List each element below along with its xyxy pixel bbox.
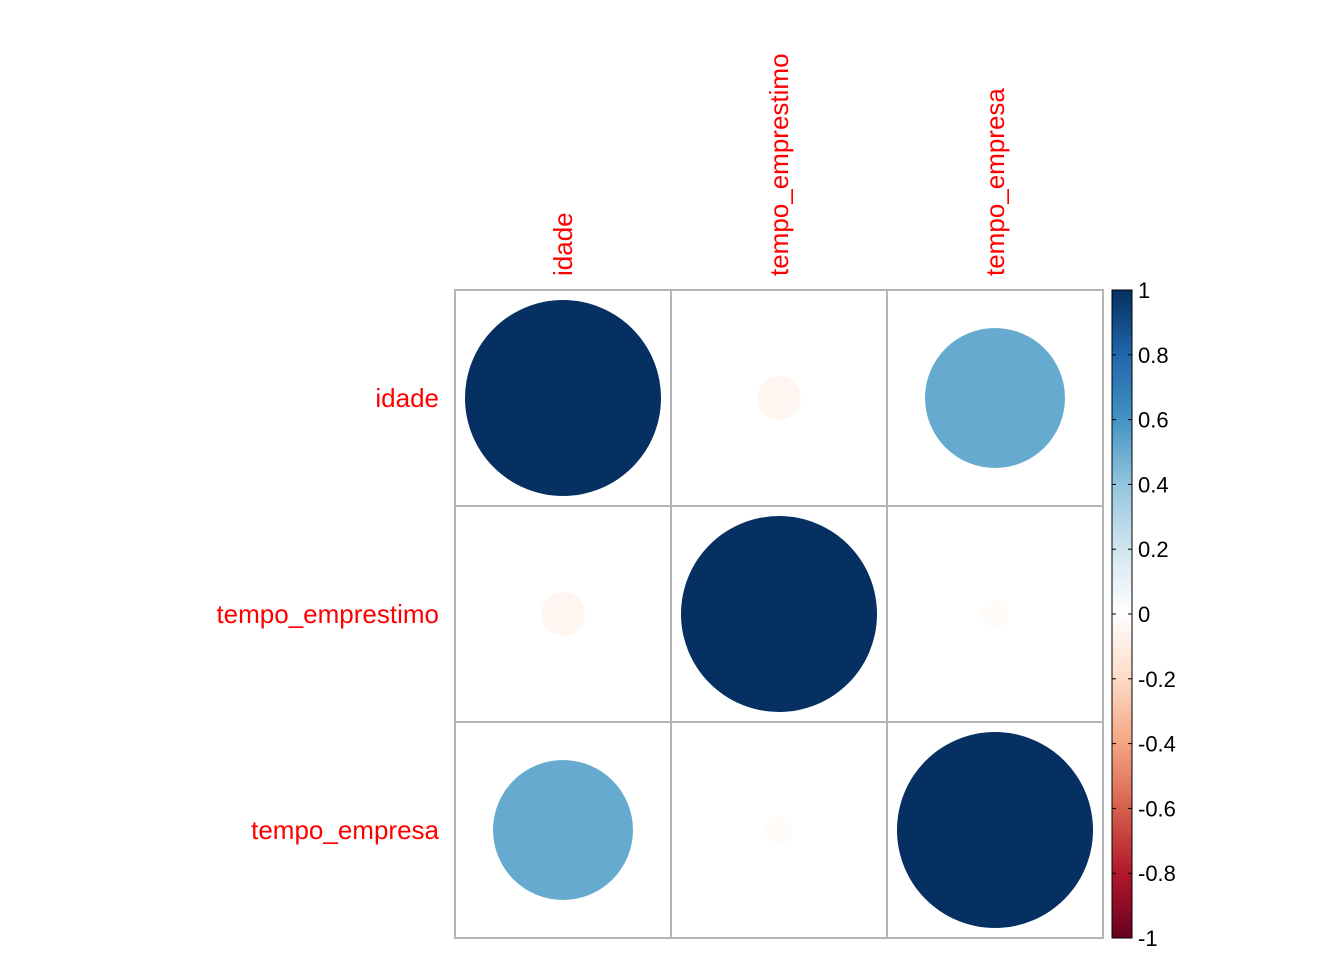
row-label: tempo_empresa	[251, 815, 439, 845]
row-labels: idade tempo_emprestimo tempo_empresa	[216, 383, 439, 845]
color-legend-tick-label: 0.2	[1138, 537, 1169, 562]
matrix-grid	[454, 289, 1104, 939]
correlation-circle-tempo_emprestimo-idade	[541, 592, 585, 636]
correlation-circle-tempo_emprestimo-tempo_empresa	[981, 600, 1009, 628]
color-legend-tick-label: -0.4	[1138, 732, 1176, 757]
column-label: tempo_empresa	[980, 88, 1010, 276]
color-legend-tick-label: -1	[1138, 926, 1158, 951]
column-labels: idade tempo_emprestimo tempo_empresa	[548, 53, 1010, 276]
color-legend-tick-label: 0.4	[1138, 472, 1169, 497]
correlation-circle-tempo_emprestimo-tempo_emprestimo	[681, 516, 877, 712]
color-legend-tick-label: 1	[1138, 278, 1150, 303]
correlation-circle-idade-tempo_emprestimo	[757, 376, 801, 420]
color-legend: 1 0.8 0.6 0.4 0.2 0 -0.2 -0.4 -0.6 -0.8 -1	[1111, 278, 1176, 951]
correlation-circle-idade-idade	[465, 300, 661, 496]
color-legend-tick-label: -0.2	[1138, 667, 1176, 692]
correlation-circle-tempo_empresa-tempo_empresa	[897, 732, 1093, 928]
color-legend-tick-label: -0.8	[1138, 861, 1176, 886]
correlation-circle-idade-tempo_empresa	[925, 328, 1065, 468]
row-label: idade	[375, 383, 439, 413]
correlation-circle-tempo_empresa-idade	[493, 760, 633, 900]
column-label: idade	[548, 212, 578, 276]
color-legend-tick-label: -0.6	[1138, 796, 1176, 821]
correlation-circle-tempo_empresa-tempo_emprestimo	[765, 816, 793, 844]
row-label: tempo_emprestimo	[216, 599, 439, 629]
color-legend-tick-label: 0	[1138, 602, 1150, 627]
column-label: tempo_emprestimo	[764, 53, 794, 276]
color-legend-tick-label: 0.8	[1138, 343, 1169, 368]
correlation-circles	[465, 300, 1093, 928]
color-legend-tick-label: 0.6	[1138, 408, 1169, 433]
